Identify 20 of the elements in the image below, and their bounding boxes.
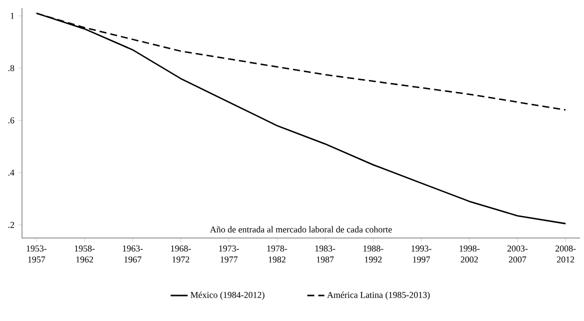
x-tick-label: 1983-1987 bbox=[315, 246, 336, 263]
x-tick-label: 1973-1977 bbox=[219, 246, 239, 262]
legend-label: México (1984-2012) bbox=[190, 292, 264, 300]
x-tick-label: 1978-1982 bbox=[267, 246, 288, 263]
y-tick-label: .8 bbox=[8, 65, 14, 72]
y-tick-label: .6 bbox=[8, 117, 14, 124]
x-tick-label: 1988-1992 bbox=[363, 246, 384, 263]
x-axis-title: Año de entrada al mercado laboral de cada cohorte bbox=[210, 226, 392, 232]
x-tick-label: 1953-1957 bbox=[26, 246, 47, 262]
y-tick-label: .4 bbox=[8, 170, 14, 176]
x-tick-label: 2008-2012 bbox=[556, 246, 576, 263]
x-tick-label: 1998-2002 bbox=[460, 246, 480, 263]
legend-label: América Latina (1985-2013) bbox=[327, 292, 430, 300]
x-tick-label: 1993-1997 bbox=[412, 246, 432, 262]
x-tick-label: 2003-2007 bbox=[507, 246, 528, 263]
x-tick-label: 1963-1967 bbox=[122, 246, 143, 262]
y-tick-label: 1 bbox=[10, 12, 14, 19]
y-tick-label: .2 bbox=[8, 222, 14, 228]
x-tick-label: 1958-1962 bbox=[74, 246, 95, 263]
x-tick-label: 1968-1972 bbox=[171, 246, 191, 263]
